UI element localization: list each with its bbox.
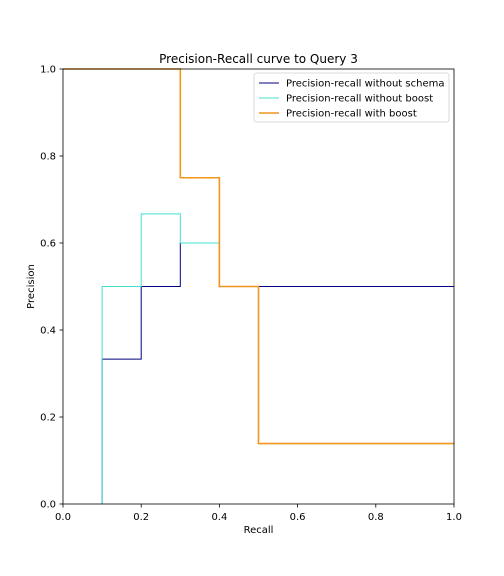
chart-title: Precision-Recall curve to Query 3 bbox=[159, 52, 358, 66]
x-tick-label: 0.2 bbox=[133, 512, 149, 523]
y-tick-label: 1.0 bbox=[40, 65, 56, 76]
legend: Precision-recall without schema Precision… bbox=[253, 72, 450, 123]
x-tick-label: 0.4 bbox=[211, 512, 227, 523]
y-tick-label: 0.6 bbox=[40, 239, 56, 250]
x-axis-label: Recall bbox=[244, 525, 274, 536]
plot-area bbox=[63, 68, 454, 504]
x-tick-label: 1.0 bbox=[446, 512, 462, 523]
legend-label: Precision-recall without schema bbox=[286, 79, 444, 90]
legend-label: Precision-recall with boost bbox=[286, 109, 417, 120]
y-axis-label: Precision bbox=[26, 264, 37, 309]
x-tick-label: 0.6 bbox=[290, 512, 306, 523]
x-tick-label: 0.0 bbox=[55, 512, 71, 523]
y-tick-label: 0.2 bbox=[40, 413, 56, 424]
y-tick-label: 0.8 bbox=[40, 152, 56, 163]
y-tick-label: 0.0 bbox=[40, 500, 56, 511]
axes-frame bbox=[62, 68, 455, 505]
axes: 0.0 0.2 0.4 0.6 0.8 1.0 0.0 0.2 0.4 0.6 0.8 1.0 bbox=[40, 65, 462, 524]
x-tick-label: 0.8 bbox=[368, 512, 384, 523]
legend-box bbox=[253, 72, 450, 123]
legend-label: Precision-recall without boost bbox=[286, 94, 433, 105]
series-line-3 bbox=[63, 68, 454, 445]
y-tick-label: 0.4 bbox=[40, 326, 56, 337]
